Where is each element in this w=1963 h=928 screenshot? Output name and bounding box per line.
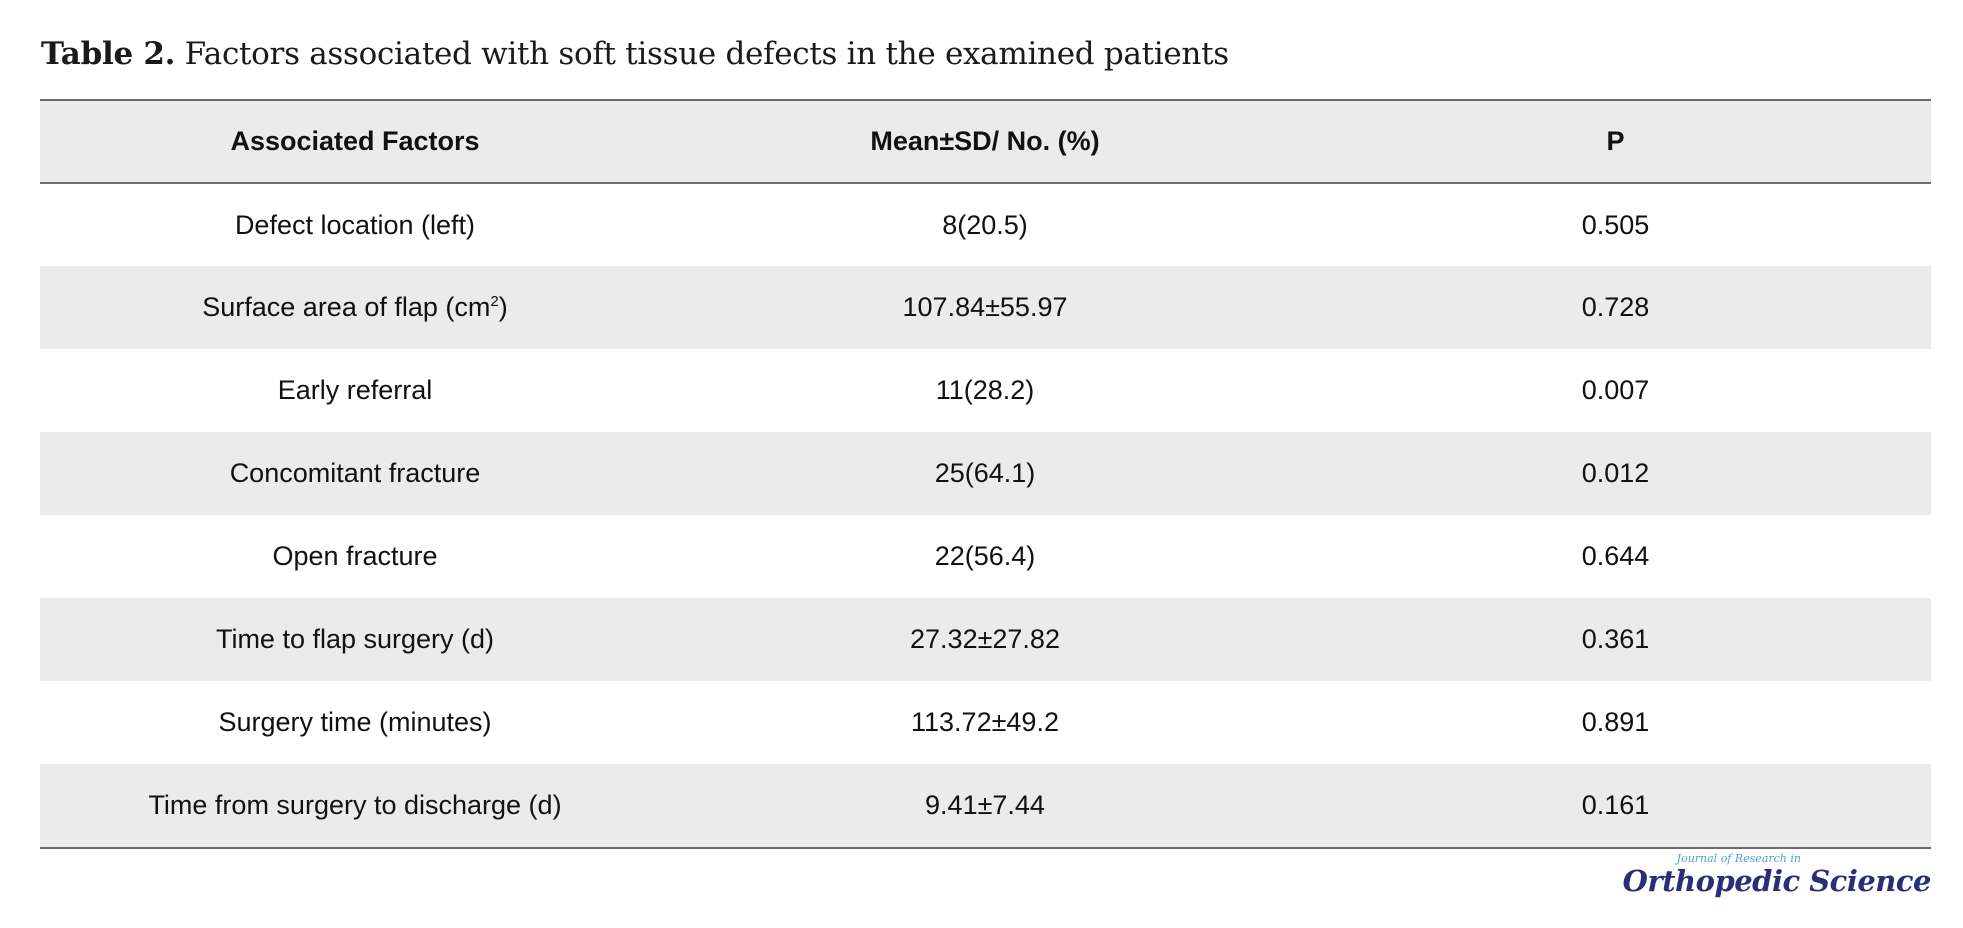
superscript: 2 [490,293,499,310]
journal-logo: Journal of Research in Orthopedic Scienc… [1622,852,1932,898]
p-value-cell: 0.644 [1581,541,1650,571]
p-value-cell: 0.891 [1581,707,1650,737]
factor-cell: Open fracture [272,541,438,571]
value-cell: 11(28.2) [935,375,1035,405]
p-value-cell: 0.007 [1581,375,1650,405]
factor-cell: Concomitant fracture [229,458,481,488]
factor-cell: Time to flap surgery (d) [215,624,495,654]
p-value-cell: 0.505 [1581,209,1650,240]
table-row: Concomitant fracture 25(64.1) 0.012 [40,432,1931,515]
factor-suffix: ) [498,292,508,322]
factors-table: Associated Factors Mean±SD/ No. (%) P De… [40,101,1931,847]
table-caption-label: Table 2. [41,36,176,72]
table-caption: Table 2. Factors associated with soft ti… [41,36,1229,72]
value-cell: 9.41±7.44 [925,790,1045,820]
journal-logo-subtitle: Journal of Research in [1676,852,1801,865]
p-value-cell: 0.728 [1581,292,1650,322]
table-row: Defect location (left) 8(20.5) 0.505 [40,183,1931,266]
factor-text: Surface area of flap (cm [202,292,491,322]
value-cell: 27.32±27.82 [910,624,1060,654]
column-header-p: P [1300,101,1931,184]
p-value-cell: 0.361 [1581,624,1650,654]
value-cell: 25(64.1) [934,458,1036,488]
value-cell: 113.72±49.2 [911,707,1059,737]
table-row: Open fracture 22(56.4) 0.644 [40,515,1931,598]
table-row: Time to flap surgery (d) 27.32±27.82 0.3… [40,598,1931,681]
value-cell: 107.84±55.97 [902,292,1068,322]
table-row: Time from surgery to discharge (d) 9.41±… [40,764,1931,847]
p-value-cell: 0.161 [1581,790,1650,820]
column-header-associated-factors: Associated Factors [40,101,670,184]
p-value-cell: 0.012 [1581,458,1650,488]
factor-cell: Early referral [277,375,433,405]
factor-cell: Surgery time (minutes) [218,707,492,737]
factor-cell: Time from surgery to discharge (d) [148,790,562,820]
factor-cell: Surface area of flap (cm2) [40,266,670,349]
value-cell: 22(56.4) [934,541,1036,571]
journal-logo-title: Orthopedic Science [1622,864,1932,898]
table-row: Early referral 11(28.2) 0.007 [40,349,1931,432]
column-header-mean-sd: Mean±SD/ No. (%) [670,101,1300,184]
table-row: Surgery time (minutes) 113.72±49.2 0.891 [40,681,1931,764]
table-header-row: Associated Factors Mean±SD/ No. (%) P [40,101,1931,184]
data-table-container: Associated Factors Mean±SD/ No. (%) P De… [40,99,1931,849]
table-row: Surface area of flap (cm2) 107.84±55.97 … [40,266,1931,349]
table-caption-text: Factors associated with soft tissue defe… [175,36,1229,72]
factor-cell: Defect location (left) [234,209,476,240]
value-cell: 8(20.5) [942,209,1028,240]
